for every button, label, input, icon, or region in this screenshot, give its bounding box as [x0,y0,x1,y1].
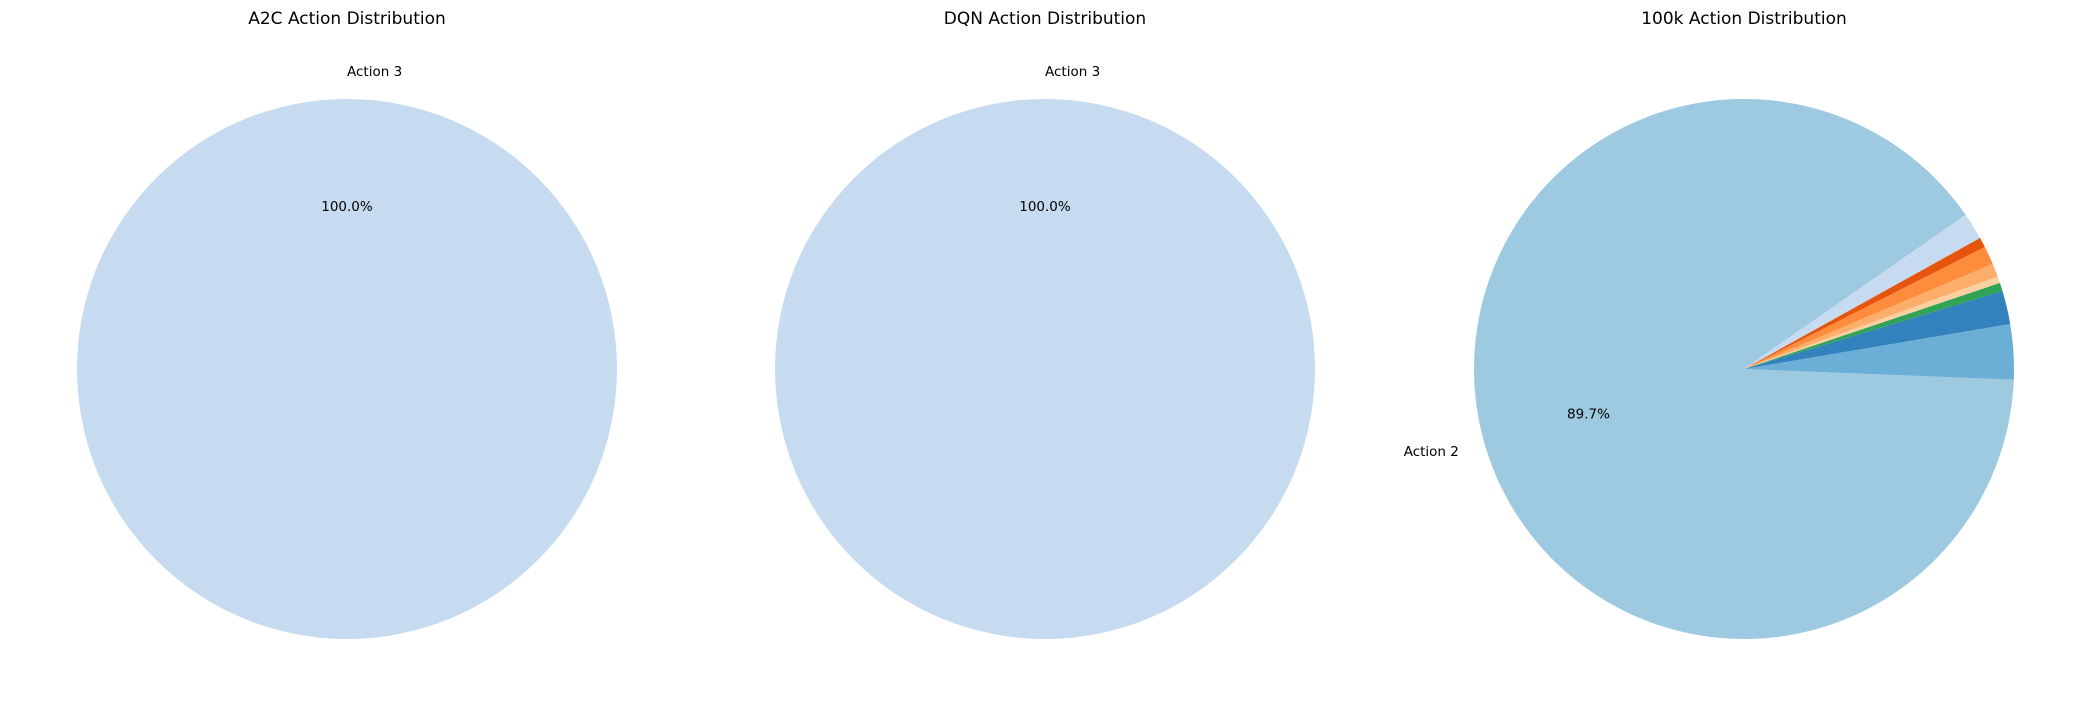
pie-slice-8 [1744,214,1981,369]
pie-chart-dqn: DQN Action Distribution 100.0% Action 3 [775,9,1315,639]
pie-slice-7 [1744,237,1985,369]
pie-slice-3 [1744,282,2003,369]
pie-chart-a2c: A2C Action Distribution 100.0% Action 3 [77,9,617,639]
pie-chart-100k: 100k Action Distribution 89.7% Action 2 [1404,9,2015,640]
pie-slice-2 [1744,290,2011,369]
slice-category-label: Action 3 [1045,64,1100,80]
pie-slice-1 [1744,323,2015,380]
chart-title: DQN Action Distribution [944,9,1146,29]
pie-slice-action-3 [77,99,617,639]
chart-title: A2C Action Distribution [248,9,446,29]
slice-category-label: Action 3 [347,64,402,80]
pie-slice-action-3 [775,99,1315,639]
slice-percent-label: 100.0% [1019,199,1071,215]
pie-slice-action-2 [1474,99,2014,640]
slice-percent-label: 100.0% [321,199,373,215]
pie-slice-4 [1744,276,2000,369]
chart-title: 100k Action Distribution [1641,9,1847,29]
slice-percent-label: 89.7% [1567,406,1610,422]
slice-category-label: Action 2 [1404,444,1459,460]
pie-slice-5 [1744,263,1998,369]
pie-slice-6 [1744,246,1993,369]
